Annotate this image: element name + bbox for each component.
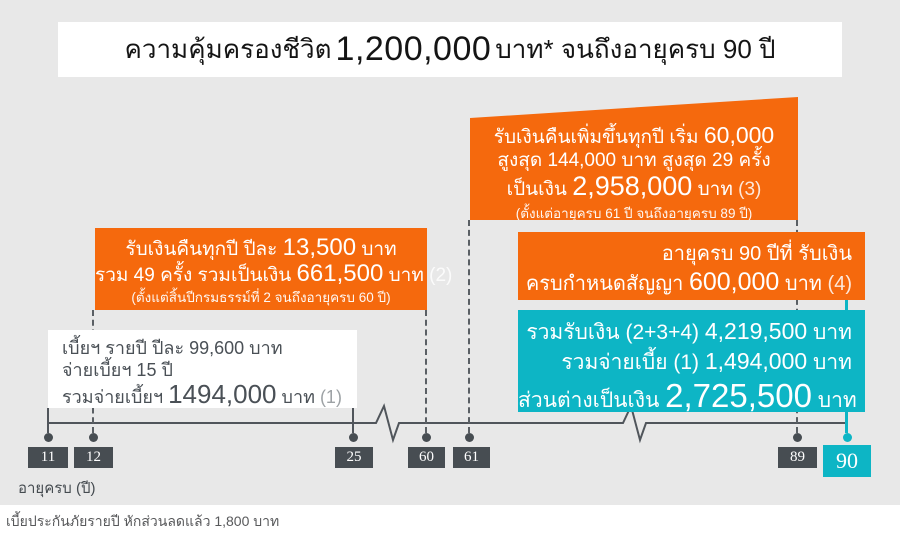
summary-line3-text: ส่วนต่างเป็นเงิน [518, 389, 666, 412]
timeline-dot-age90 [842, 432, 852, 442]
connector-line-age25 [352, 408, 354, 433]
age-marker-11: 11 [28, 447, 68, 468]
axis-label: อายุครบ (ปี) [18, 480, 96, 497]
summary-line3: ส่วนต่างเป็นเงิน 2,725,500 บาท [518, 377, 857, 420]
maturity-amount: 600,000 [688, 268, 780, 296]
summary-line2-text: รวมจ่ายเบี้ย (1) [561, 351, 705, 374]
coverage-header: ความคุ้มครองชีวิต 1,200,000 บาท* จนถึงอา… [58, 22, 842, 77]
age-marker-25: 25 [335, 447, 373, 468]
coverage-header-text-pre: ความคุ้มครองชีวิต [124, 34, 332, 64]
increasing-refund-line1: รับเงินคืนเพิ่มขึ้นทุกปี เริ่ม 60,000 [470, 124, 798, 149]
premium-box: เบี้ยฯ รายปี ปีละ 99,600 บาท จ่ายเบี้ยฯ … [48, 330, 357, 408]
premium-line1: เบี้ยฯ รายปี ปีละ 99,600 บาท [62, 338, 283, 358]
premium-ref: (1) [319, 387, 342, 407]
timeline-dot-age12 [88, 432, 98, 442]
summary-difference-amount: 2,725,500 [665, 377, 812, 414]
increasing-refund-box: รับเงินคืนเพิ่มขึ้นทุกปี เริ่ม 60,000 สู… [470, 97, 798, 220]
increasing-refund-total-amount: 2,958,000 [572, 171, 693, 201]
annual-refund-line1: รับเงินคืนทุกปี ปีละ 13,500 บาท [95, 236, 427, 262]
footnote: เบี้ยประกันภัยรายปี หักส่วนลดแล้ว 1,800 … [6, 513, 280, 529]
premium-line3-unit: บาท [276, 387, 320, 407]
annual-refund-line2: รวม 49 ครั้ง รวมเป็นเงิน 661,500 บาท (2) [95, 260, 452, 288]
annual-refund-line1-text: รับเงินคืนทุกปี ปีละ [125, 239, 283, 260]
increasing-refund-period: (ตั้งแต่อายุครบ 61 ปี จนถึงอายุครบ 89 ปี… [515, 206, 753, 221]
increasing-refund-line3: เป็นเงิน 2,958,000 บาท (3) [470, 172, 798, 204]
increasing-refund-line1-text: รับเงินคืนเพิ่มขึ้นทุกปี เริ่ม [493, 127, 704, 148]
annual-refund-line2-unit: บาท [383, 265, 430, 286]
summary-line2-unit: บาท [807, 351, 852, 374]
maturity-line2-text: ครบกำหนดสัญญา [525, 273, 689, 295]
increasing-refund-line3-unit: บาท [692, 179, 739, 200]
annual-refund-total-amount: 661,500 [296, 260, 384, 287]
summary-line2: รวมจ่ายเบี้ย (1) 1,494,000 บาท [518, 347, 852, 377]
premium-total-amount: 1494,000 [168, 379, 277, 409]
increasing-refund-text: รับเงินคืนเพิ่มขึ้นทุกปี เริ่ม 60,000 สู… [470, 124, 798, 221]
annual-refund-line1-unit: บาท [356, 239, 397, 260]
age-marker-89: 89 [778, 447, 817, 468]
timeline-dot-age11 [43, 432, 53, 442]
timeline-dot-age89 [792, 432, 802, 442]
timeline-dot-age25 [348, 432, 358, 442]
timeline-dot-age60 [421, 432, 431, 442]
increasing-refund-ref: (3) [738, 179, 762, 200]
annual-refund-amount: 13,500 [282, 234, 357, 261]
maturity-line2-unit: บาท [779, 273, 828, 295]
increasing-refund-line2: สูงสุด 144,000 บาท สูงสุด 29 ครั้ง [497, 150, 771, 171]
increasing-refund-start-amount: 60,000 [703, 122, 775, 148]
connector-line-age61 [468, 220, 470, 433]
summary-line1: รวมรับเงิน (2+3+4) 4,219,500 บาท [518, 317, 852, 347]
maturity-box: อายุครบ 90 ปีที่ รับเงิน ครบกำหนดสัญญา 6… [518, 232, 865, 300]
age-marker-12: 12 [74, 447, 113, 468]
summary-total-paid: 1,494,000 [704, 348, 808, 374]
annual-refund-ref: (2) [429, 265, 453, 286]
maturity-line2: ครบกำหนดสัญญา 600,000 บาท (4) [518, 267, 852, 300]
annual-refund-box: รับเงินคืนทุกปี ปีละ 13,500 บาท รวม 49 ค… [95, 228, 452, 310]
maturity-ref: (4) [827, 273, 852, 295]
age-marker-61: 61 [453, 447, 490, 468]
age-marker-90: 90 [823, 445, 871, 477]
maturity-line1: อายุครบ 90 ปีที่ รับเงิน [661, 243, 852, 265]
premium-line3: รวมจ่ายเบี้ยฯ 1494,000 บาท (1) [62, 381, 357, 411]
connector-line-age11 [47, 408, 49, 433]
annual-refund-period: (ตั้งแต่สิ้นปีกรมธรรม์ที่ 2 จนถึงอายุครบ… [131, 290, 391, 305]
summary-line3-unit: บาท [811, 389, 857, 412]
coverage-header-text-post: บาท* จนถึงอายุครบ 90 ปี [495, 34, 776, 64]
summary-box: รวมรับเงิน (2+3+4) 4,219,500 บาท รวมจ่าย… [518, 310, 865, 414]
age-marker-60: 60 [408, 447, 445, 468]
premium-line2: จ่ายเบี้ยฯ 15 ปี [62, 360, 173, 380]
summary-line1-unit: บาท [807, 321, 852, 344]
coverage-amount: 1,200,000 [335, 30, 492, 68]
timeline-dot-age61 [464, 432, 474, 442]
increasing-refund-line3-text: เป็นเงิน [506, 179, 573, 200]
connector-line-age60 [425, 310, 427, 433]
summary-line1-text: รวมรับเงิน (2+3+4) [526, 321, 705, 344]
summary-total-received: 4,219,500 [704, 318, 808, 344]
annual-refund-line2-text: รวม 49 ครั้ง รวมเป็นเงิน [95, 265, 297, 286]
premium-line3-text: รวมจ่ายเบี้ยฯ [62, 387, 169, 407]
